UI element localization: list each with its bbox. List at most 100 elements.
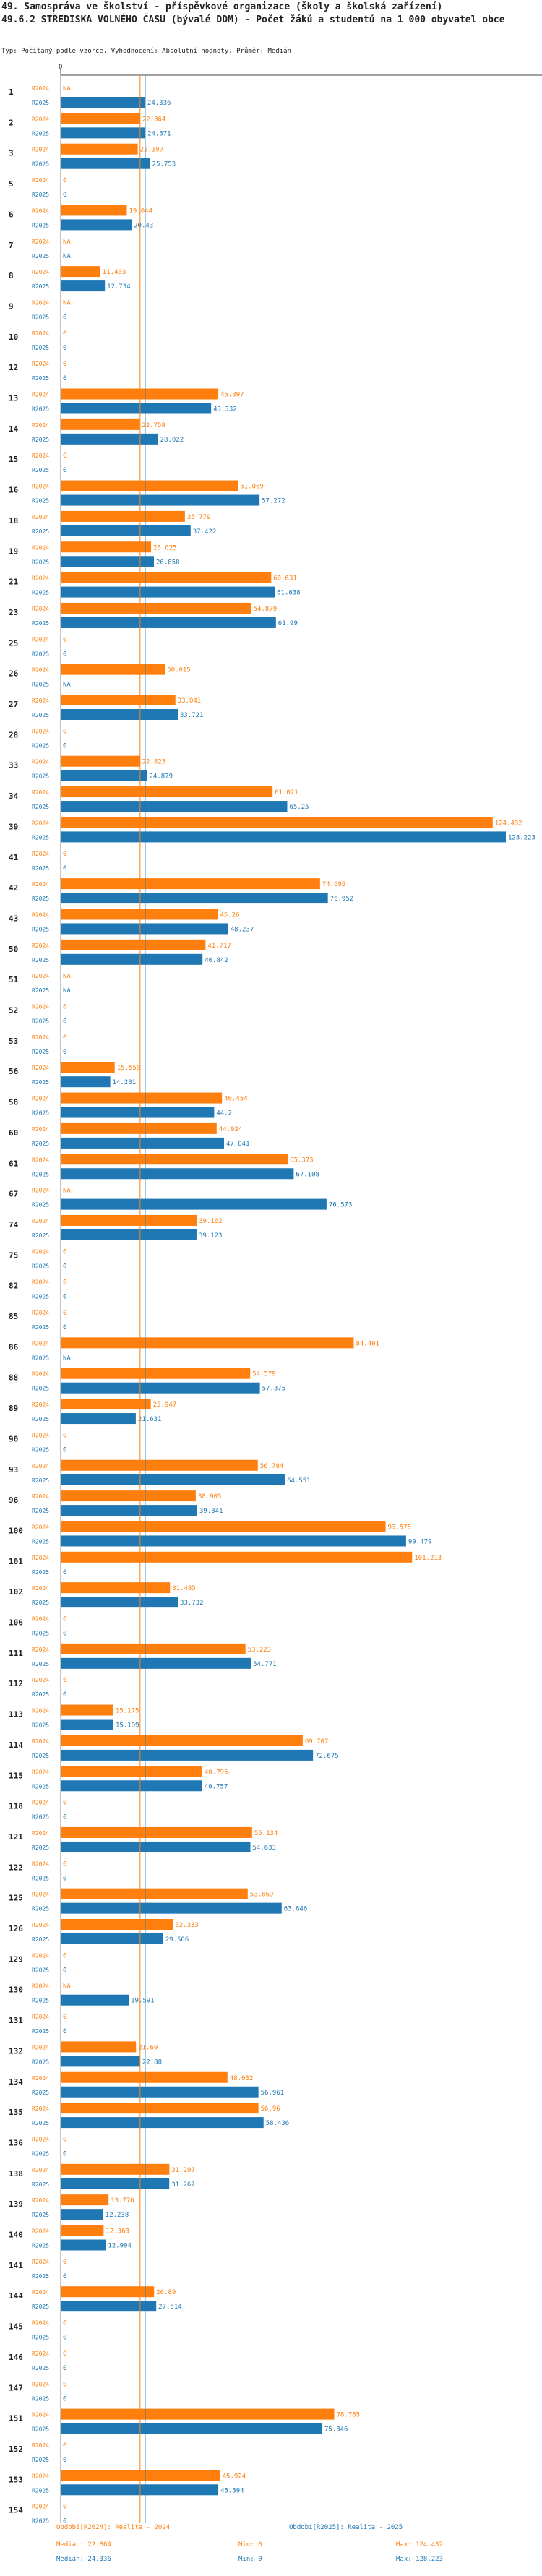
- series-label-r2025: R2025: [32, 834, 49, 841]
- bar-r2025: [61, 1198, 327, 1210]
- value-label-r2025: 27.514: [158, 2304, 182, 2311]
- bar-r2025: [61, 158, 150, 169]
- value-label-r2024: 56.784: [260, 1463, 284, 1470]
- group-label: 139: [9, 2199, 23, 2209]
- series-label-r2024: R2024: [32, 606, 49, 612]
- group-label: 138: [9, 2169, 23, 2178]
- series-label-r2024: R2024: [32, 1463, 49, 1469]
- bar-r2025: [61, 801, 288, 812]
- bar-r2024: [61, 2194, 109, 2206]
- group-label: 135: [9, 2108, 23, 2117]
- series-label-r2024: R2024: [32, 1065, 49, 1071]
- series-label-r2024: R2024: [32, 2259, 49, 2265]
- series-label-r2025: R2025: [32, 1936, 49, 1943]
- series-label-r2025: R2025: [32, 345, 49, 351]
- group-label: 16: [9, 486, 19, 495]
- bar-r2025: [61, 1749, 314, 1761]
- bar-r2025: [61, 1780, 202, 1792]
- value-label-r2024: 0: [63, 1800, 66, 1807]
- legend-max-r2025: Max: 128.223: [396, 2556, 444, 2563]
- value-label-r2024: 0: [63, 1677, 66, 1684]
- bar-r2024: [61, 2103, 259, 2114]
- bar-r2025: [61, 770, 147, 781]
- value-label-r2024: 15.175: [116, 1708, 139, 1715]
- group-label: 129: [9, 1954, 23, 1964]
- value-label-r2025: 0: [63, 375, 66, 382]
- series-label-r2024: R2024: [32, 1922, 49, 1928]
- bar-r2025: [61, 1902, 282, 1914]
- bar-r2024: [61, 205, 127, 216]
- series-label-r2024: R2024: [32, 1156, 49, 1163]
- series-label-r2025: R2025: [32, 804, 49, 810]
- series-label-r2024: R2024: [32, 881, 49, 888]
- bar-r2025: [61, 1413, 136, 1425]
- bar-r2025: [61, 1382, 260, 1394]
- group-label: 61: [9, 1159, 19, 1168]
- bar-r2024: [61, 1337, 354, 1349]
- series-label-r2025: R2025: [32, 2304, 49, 2310]
- group-label: 136: [9, 2138, 23, 2147]
- series-label-r2024: R2024: [32, 1555, 49, 1561]
- series-label-r2024: R2024: [32, 1218, 49, 1224]
- group-label: 15: [9, 455, 18, 464]
- value-label-r2025: NA: [63, 682, 71, 689]
- group-label: 121: [9, 1832, 23, 1842]
- bar-r2025: [61, 556, 155, 567]
- group-label: 88: [9, 1373, 18, 1383]
- series-label-r2025: R2025: [32, 1294, 49, 1300]
- value-label-r2024: 0: [63, 2381, 66, 2388]
- value-label-r2024: 65.373: [290, 1156, 314, 1164]
- value-label-r2024: 74.695: [322, 881, 346, 888]
- value-label-r2025: 0: [63, 2518, 66, 2523]
- value-label-r2025: 12.994: [108, 2243, 132, 2250]
- legend-series-r2024: Období[R2024]: Realita - 2024: [56, 2524, 171, 2531]
- value-label-r2024: 33.041: [178, 697, 202, 705]
- series-label-r2024: R2024: [32, 2504, 49, 2510]
- series-label-r2024: R2024: [32, 759, 49, 765]
- series-label-r2024: R2024: [32, 239, 49, 245]
- series-label-r2025: R2025: [32, 1538, 49, 1545]
- bar-r2025: [61, 494, 260, 506]
- value-label-r2024: 22.758: [142, 422, 165, 429]
- value-label-r2024: 25.947: [153, 1401, 177, 1409]
- series-label-r2024: R2024: [32, 973, 49, 979]
- value-label-r2024: 0: [63, 2442, 66, 2450]
- bar-r2024: [61, 1826, 252, 1838]
- value-label-r2024: 0: [63, 452, 66, 460]
- value-label-r2024: 19.044: [129, 207, 152, 215]
- series-label-r2025: R2025: [32, 2028, 49, 2035]
- bar-r2025: [61, 586, 275, 598]
- bar-r2025: [61, 1841, 251, 1852]
- group-label: 52: [9, 1006, 18, 1016]
- series-label-r2024: R2024: [32, 1432, 49, 1438]
- series-label-r2024: R2024: [32, 207, 49, 214]
- bar-r2024: [61, 1643, 246, 1654]
- series-label-r2025: R2025: [32, 100, 49, 106]
- value-label-r2025: 48.237: [231, 926, 254, 933]
- value-label-r2024: NA: [63, 299, 71, 306]
- series-label-r2025: R2025: [32, 620, 49, 627]
- group-label: 100: [9, 1526, 23, 1535]
- value-label-r2024: 56.96: [261, 2105, 280, 2113]
- value-label-r2025: 39.341: [199, 1508, 223, 1515]
- legend-median-r2024: Medián: 22.864: [56, 2541, 111, 2549]
- value-label-r2025: 26.858: [156, 559, 180, 566]
- series-label-r2024: R2024: [32, 1248, 49, 1255]
- bar-r2025: [61, 923, 228, 935]
- value-label-r2024: 21.69: [138, 2044, 158, 2051]
- value-label-r2024: 32.333: [175, 1922, 199, 1929]
- bar-r2024: [61, 1704, 113, 1716]
- value-label-r2025: NA: [63, 253, 71, 260]
- value-label-r2025: 14.281: [113, 1079, 137, 1086]
- value-label-r2025: 63.646: [284, 1906, 308, 1913]
- value-label-r2025: 40.757: [205, 1783, 228, 1790]
- series-label-r2025: R2025: [32, 1141, 49, 1147]
- group-label: 102: [9, 1587, 23, 1597]
- group-label: 126: [9, 1924, 23, 1933]
- group-label: 34: [9, 791, 19, 801]
- group-label: 50: [9, 945, 18, 954]
- bar-chart: 0 1 R2024 R2025 NA 24.336 2 R2024 R2025 22.864 24.…: [9, 64, 542, 2523]
- value-label-r2024: NA: [63, 239, 71, 246]
- series-label-r2024: R2024: [32, 361, 49, 367]
- group-label: 101: [9, 1557, 23, 1566]
